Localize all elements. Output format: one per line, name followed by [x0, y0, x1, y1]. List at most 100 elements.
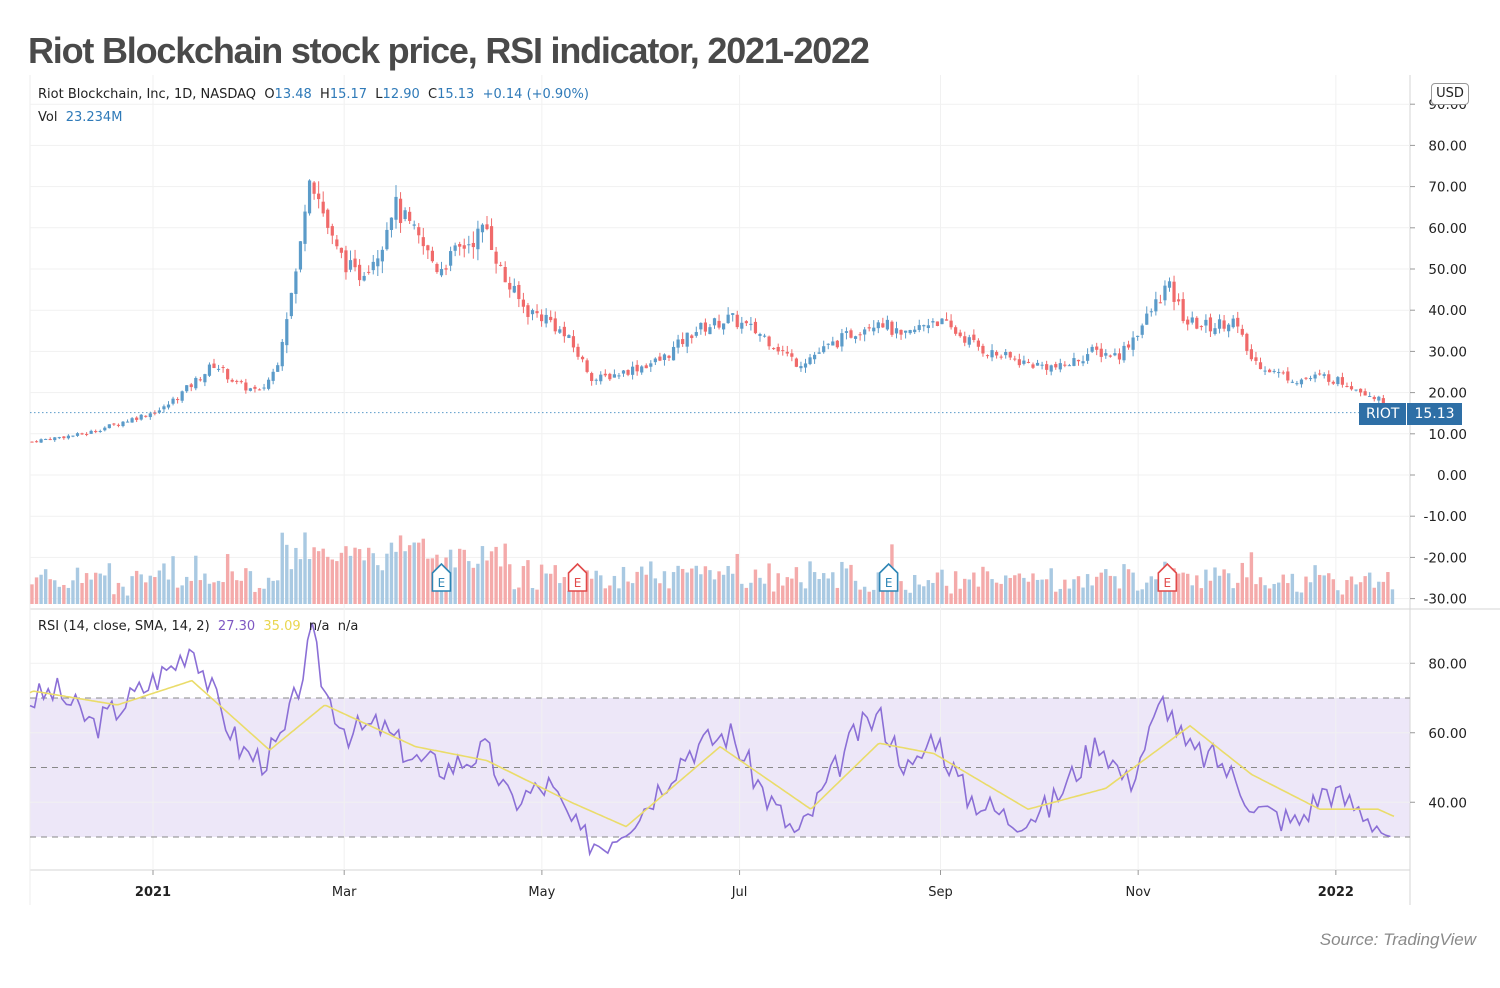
- volume-bar: [976, 586, 981, 604]
- candle-body: [426, 245, 430, 251]
- candle-body: [835, 340, 839, 348]
- candle-body: [1177, 299, 1181, 302]
- volume-bar: [949, 593, 953, 604]
- candle-body: [1272, 370, 1276, 372]
- volume-bar: [398, 535, 403, 604]
- volume-bar: [321, 548, 325, 604]
- volume-bar: [1022, 577, 1026, 604]
- volume-bar: [221, 582, 225, 604]
- candle-body: [1067, 365, 1071, 367]
- volume-bar: [535, 589, 539, 604]
- candle-body: [626, 370, 630, 375]
- candle-body: [1213, 328, 1217, 334]
- candle-body: [1126, 344, 1131, 348]
- volume-legend: Vol 23.234M: [38, 110, 122, 125]
- candle-body: [253, 386, 257, 389]
- volume-bar: [571, 586, 576, 604]
- candle-body: [398, 198, 403, 224]
- volume-bar: [1327, 573, 1331, 604]
- volume-bar: [1336, 590, 1340, 604]
- volume-bar: [180, 585, 184, 604]
- volume-bar: [867, 591, 871, 604]
- volume-bar: [34, 577, 39, 604]
- candle-body: [1086, 354, 1090, 361]
- volume-bar: [658, 583, 662, 604]
- volume-bar: [640, 566, 644, 604]
- candle-body: [612, 374, 616, 378]
- volume-bar: [225, 554, 230, 604]
- volume-bar: [1290, 573, 1295, 604]
- candle-body: [339, 247, 343, 253]
- currency-button[interactable]: USD: [1431, 83, 1469, 105]
- volume-bar: [790, 578, 794, 604]
- volume-bar: [853, 580, 858, 604]
- volume-bar: [726, 565, 730, 604]
- candle-body: [198, 379, 202, 381]
- volume-bar: [1345, 580, 1349, 604]
- candle-body: [57, 437, 61, 439]
- volume-bar: [635, 571, 639, 604]
- volume-label: Vol: [38, 110, 58, 125]
- volume-bar: [1108, 575, 1113, 604]
- volume-bar: [885, 590, 890, 604]
- candle-body: [471, 242, 475, 248]
- volume-bar: [1044, 579, 1049, 604]
- candle-body: [799, 366, 803, 369]
- volume-bar: [316, 551, 321, 604]
- volume-bar: [1386, 572, 1390, 604]
- x-tick-label: May: [528, 885, 555, 900]
- candle-body: [1258, 362, 1263, 370]
- candle-body: [530, 310, 535, 315]
- candle-body: [485, 224, 489, 230]
- volume-bar: [1035, 579, 1040, 604]
- open-label: O: [264, 87, 275, 102]
- volume-bar: [1181, 572, 1185, 604]
- volume-bar: [913, 574, 917, 604]
- candle-body: [1040, 364, 1044, 366]
- volume-bar: [858, 589, 862, 604]
- candle-body: [922, 325, 926, 327]
- candle-body: [976, 340, 980, 347]
- candle-body: [640, 366, 644, 373]
- volume-bar: [1040, 579, 1044, 604]
- volume-bar: [512, 589, 516, 604]
- y-tick-label: 60.00: [1428, 221, 1467, 237]
- candle-body: [653, 358, 657, 363]
- candle-body: [844, 331, 849, 333]
- volume-value: 23.234M: [65, 110, 123, 125]
- candle-body: [1290, 381, 1294, 383]
- earnings-marker: [878, 562, 899, 592]
- candle-body: [403, 210, 407, 220]
- volume-bar: [849, 564, 853, 604]
- candle-body: [1022, 360, 1026, 364]
- candle-body: [876, 322, 880, 329]
- volume-bar: [1135, 590, 1140, 604]
- open-value: 13.48: [274, 87, 312, 102]
- volume-bar: [508, 564, 512, 604]
- volume-bar: [599, 575, 603, 604]
- candle-body: [1217, 319, 1222, 329]
- candle-body: [1313, 374, 1317, 379]
- volume-bar: [1145, 582, 1149, 604]
- candle-body: [185, 385, 189, 392]
- volume-bar: [189, 580, 193, 604]
- candle-body: [813, 354, 817, 360]
- volume-bar: [922, 586, 926, 604]
- rsi-na-2: n/a: [337, 619, 359, 634]
- candle-body: [212, 363, 216, 368]
- volume-bar: [1013, 575, 1017, 604]
- volume-bar: [1186, 573, 1190, 604]
- volume-bar: [703, 566, 708, 604]
- candle-body: [981, 345, 985, 354]
- earnings-marker: [567, 562, 588, 592]
- candle-body: [408, 211, 412, 221]
- volume-bar: [412, 542, 416, 604]
- candle-body: [1131, 337, 1135, 350]
- candle-body: [690, 335, 694, 339]
- volume-bar: [362, 560, 366, 604]
- candle-body: [194, 378, 198, 389]
- price-tag-ticker: RIOT: [1359, 403, 1407, 425]
- volume-bar: [53, 580, 57, 604]
